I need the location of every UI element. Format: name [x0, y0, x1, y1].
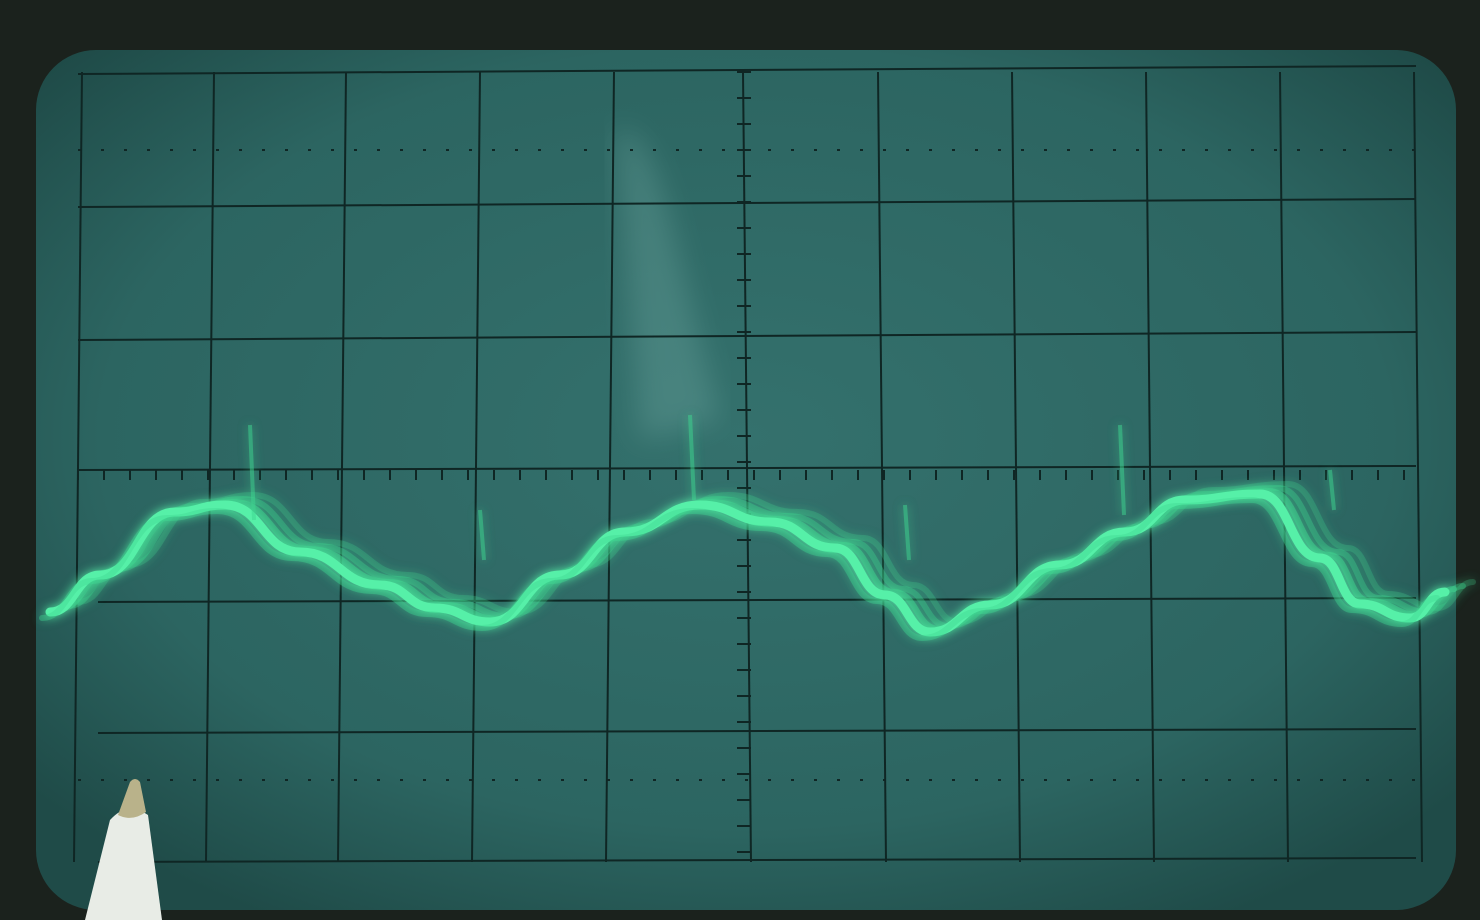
grid-line-horizontal [77, 65, 1417, 75]
trace-spike [903, 504, 911, 561]
trace-spike [1118, 424, 1126, 516]
reflection [615, 129, 720, 441]
trace-spike [478, 509, 486, 561]
trace-sweep [75, 480, 1476, 626]
trace-sweep [45, 489, 1450, 637]
trace-spike [688, 414, 696, 501]
trace-spike [248, 424, 256, 521]
grid-line-vertical [73, 71, 83, 863]
grid-line-vertical [1413, 71, 1423, 863]
grid-line-horizontal [97, 597, 1417, 603]
trace-sweep [56, 487, 1457, 633]
grid-line-horizontal [97, 728, 1417, 734]
trace-sweep [39, 496, 1440, 642]
screen [36, 50, 1456, 910]
trace-spike [1328, 469, 1336, 511]
grid-line-horizontal [77, 331, 1417, 341]
pen-tip-icon [85, 779, 162, 920]
grid-line-vertical [205, 71, 215, 863]
grid-line-horizontal [97, 857, 1417, 863]
trace-sweep [65, 484, 1466, 630]
grid-line-vertical [337, 71, 347, 863]
grid-line-horizontal [77, 465, 1417, 471]
waveform-trace [39, 414, 1476, 642]
graticule [73, 65, 1423, 863]
